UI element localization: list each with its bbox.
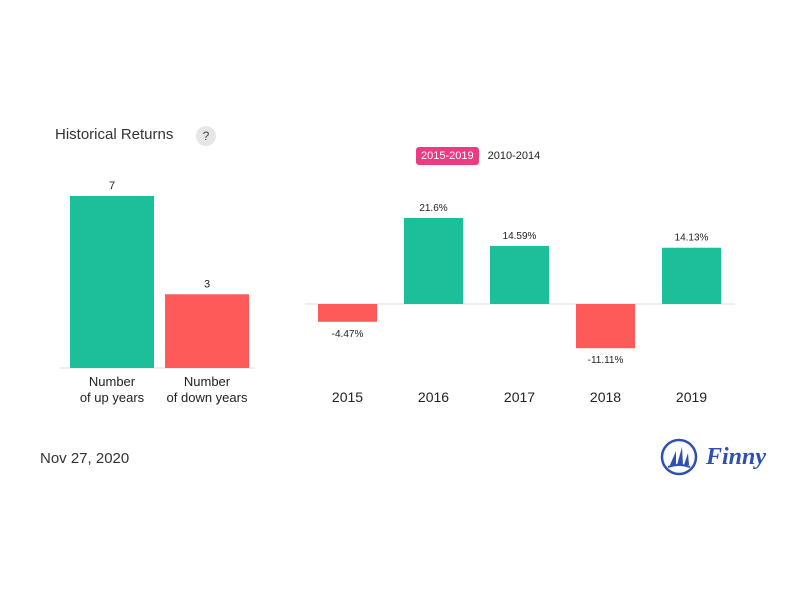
x-tick-label: 2018 [590,389,621,405]
tab-2010-2014[interactable]: 2010-2014 [487,150,541,162]
data-label: -4.47% [332,329,364,340]
data-label: -11.11% [588,355,624,366]
data-label: 14.13% [675,233,709,244]
data-label: 7 [109,180,115,192]
page-title: Historical Returns [55,126,174,143]
bar-2016 [404,218,463,304]
bar-2019 [662,247,721,304]
help-button[interactable]: ? [196,126,216,146]
brand-name: Finny [706,443,767,470]
bar-2017 [490,245,549,304]
x-tick-label: 2016 [418,389,449,405]
bar-up-years [70,196,154,368]
category-label: of up years [80,390,145,405]
x-tick-label: 2015 [332,389,363,405]
bar-2015 [318,304,377,322]
x-tick-label: 2019 [676,389,707,405]
data-label: 14.59% [503,231,537,242]
range-tabs: 2015-2019 2010-2014 [416,147,545,165]
x-tick-label: 2017 [504,389,535,405]
category-label: Number [89,374,136,389]
tab-2015-2019[interactable]: 2015-2019 [416,147,479,165]
category-label: of down years [167,390,248,405]
bar-2018 [576,304,635,349]
sailboat-icon [660,438,698,476]
data-label: 3 [204,278,210,290]
finny-logo: Finny [660,438,766,476]
category-label: Number [184,374,231,389]
bar-down-years [165,294,249,368]
data-label: 21.6% [419,203,447,214]
date-label: Nov 27, 2020 [40,450,130,467]
